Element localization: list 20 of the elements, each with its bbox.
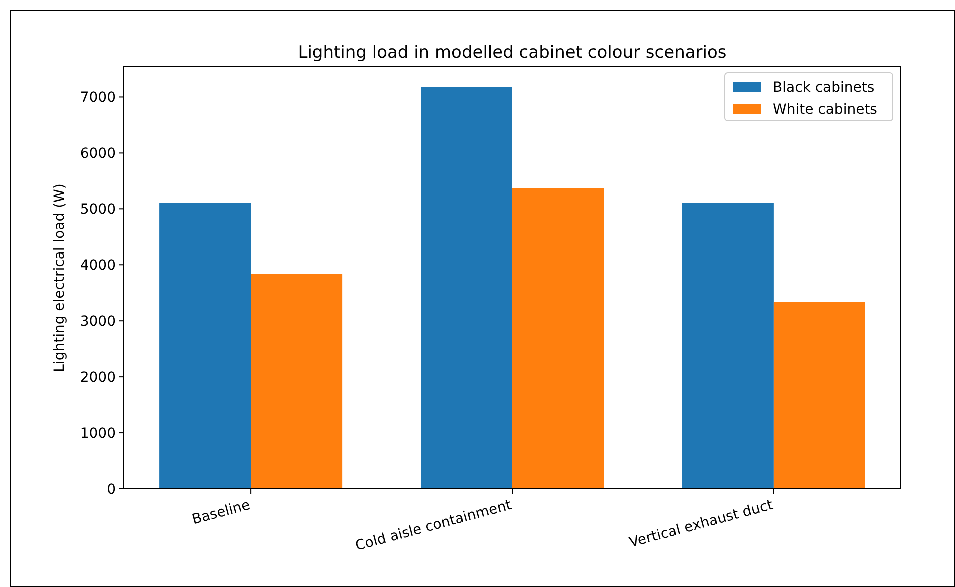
y-tick-label: 5000 — [80, 202, 116, 218]
y-tick-label: 0 — [107, 482, 116, 498]
bar — [682, 203, 774, 489]
legend-label: Black cabinets — [773, 80, 875, 96]
y-tick-label: 4000 — [80, 258, 116, 274]
y-tick-label: 2000 — [80, 370, 116, 386]
bar — [251, 274, 343, 489]
legend-label: White cabinets — [773, 102, 878, 118]
y-tick-label: 3000 — [80, 314, 116, 330]
bar — [512, 188, 604, 489]
y-tick-label: 6000 — [80, 146, 116, 162]
bar — [420, 87, 512, 489]
y-axis-title: Lighting electrical load (W) — [52, 184, 68, 372]
chart-title: Lighting load in modelled cabinet colour scenarios — [298, 43, 727, 63]
bar — [160, 203, 252, 489]
x-tick-label: Vertical exhaust duct — [628, 497, 776, 552]
bar — [774, 302, 866, 489]
x-tick-label: Baseline — [190, 497, 252, 528]
y-tick-label: 7000 — [80, 90, 116, 106]
y-tick-label: 1000 — [80, 426, 116, 442]
